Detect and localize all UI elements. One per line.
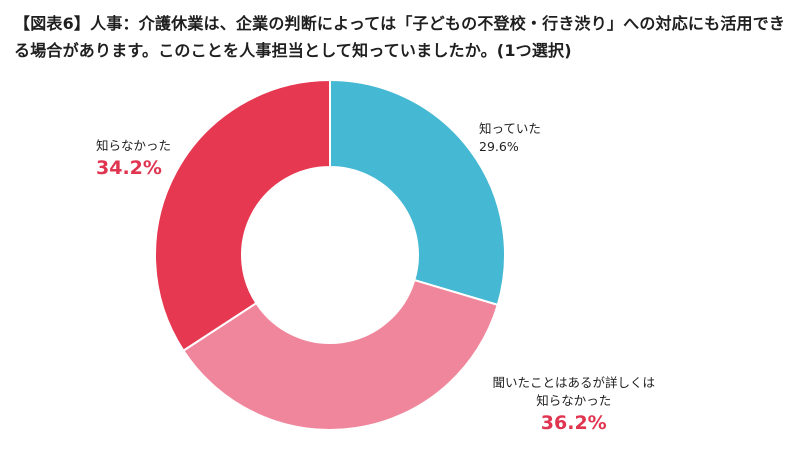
chart-title: 【図表6】人事：介護休業は、企業の判断によっては「子どもの不登校・行き渋り」への… <box>14 14 786 60</box>
slice-value-label: 29.6% <box>479 139 519 154</box>
slice-value-label: 34.2% <box>96 157 162 179</box>
slice-group <box>154 78 506 431</box>
donut-slice-know <box>329 78 506 307</box>
slice-label-line: 聞いたことはあるが詳しくは <box>492 375 655 390</box>
donut-slice-didnt-know <box>154 78 331 353</box>
slice-label-heard: 聞いたことはあるが詳しくは 知らなかった 36.2% <box>492 374 655 436</box>
slice-label-line: 知っていた <box>479 121 541 136</box>
slice-label-line: 知らなかった <box>536 393 612 408</box>
slice-label-didnt-know: 知らなかった 34.2% <box>96 137 171 181</box>
slice-label-know: 知っていた 29.6% <box>479 120 541 156</box>
donut-slice-heard <box>182 278 499 431</box>
slice-label-line: 知らなかった <box>96 138 172 153</box>
slice-value-label: 36.2% <box>540 412 607 434</box>
slice-label-text: 知っていた <box>479 121 541 136</box>
